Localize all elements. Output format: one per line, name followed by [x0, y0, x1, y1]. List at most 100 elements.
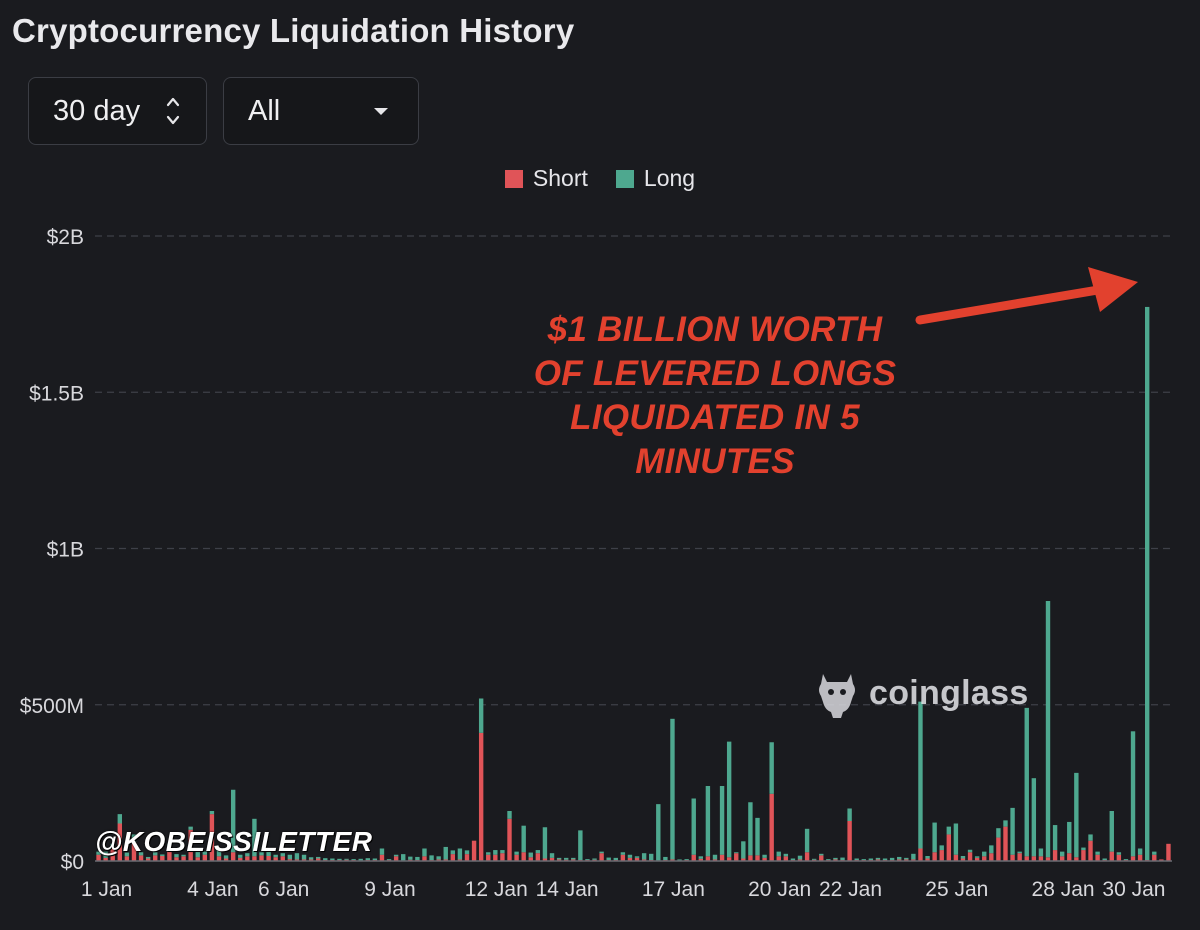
bar-long [1102, 858, 1107, 861]
y-tick-label: $0 [61, 851, 84, 874]
bar-long [946, 826, 952, 835]
bar-short [379, 854, 385, 861]
bar-long [783, 853, 789, 857]
bar-short [762, 857, 767, 861]
bar-short [1081, 850, 1086, 861]
bar-short [301, 859, 307, 861]
bar-short [1159, 859, 1164, 861]
bar-long [776, 851, 781, 857]
bar-long [974, 856, 980, 858]
bar-long [939, 845, 944, 851]
bar-long [1052, 825, 1058, 851]
bar-long [1116, 852, 1122, 855]
bar-long [507, 811, 512, 819]
bar-short [755, 855, 760, 861]
bar-long [592, 858, 597, 860]
bar-long [145, 856, 151, 859]
x-tick-label: 1 Jan [81, 878, 132, 901]
bar-long [911, 853, 916, 860]
page-title: Cryptocurrency Liquidation History [12, 12, 575, 49]
bar-short [918, 848, 923, 861]
bar-long [393, 854, 399, 857]
bar-short [153, 855, 158, 861]
bar-long [195, 851, 200, 858]
bar-long [1024, 707, 1029, 857]
bar-short [953, 854, 959, 861]
bar-short [245, 856, 250, 861]
bar-long [344, 858, 349, 860]
bar-long [528, 852, 533, 858]
bar-long [889, 857, 895, 861]
legend-item-short[interactable]: Short [504, 165, 588, 192]
updown-chevron-icon [166, 97, 180, 125]
bar-short [748, 855, 753, 861]
bar-short [549, 857, 555, 861]
bar-short [783, 856, 789, 861]
bar-long [103, 851, 108, 858]
legend-item-long[interactable]: Long [615, 165, 696, 192]
bar-short [741, 858, 746, 861]
long-swatch [615, 169, 634, 188]
bar-short [188, 829, 193, 861]
bar-long [649, 853, 654, 861]
bar-long [181, 854, 186, 857]
period-value: 30 day [53, 94, 141, 127]
bar-long [599, 851, 604, 854]
bar-long [670, 718, 675, 860]
bar-long [1059, 851, 1065, 857]
bar-long [280, 853, 285, 857]
x-tick-label: 4 Jan [187, 878, 238, 901]
bar-short [528, 857, 533, 861]
bar-short [308, 859, 314, 861]
bar-short [698, 858, 704, 861]
bar-short [259, 855, 264, 861]
bar-long [167, 843, 172, 847]
bar-long [478, 698, 484, 733]
bar-short [804, 852, 810, 861]
bar-short [819, 855, 824, 861]
bar-long [542, 827, 548, 859]
filter-dropdown[interactable]: All [223, 77, 419, 145]
bar-short [670, 859, 675, 861]
bar-short [571, 859, 576, 861]
bar-short [620, 854, 626, 861]
bar-short [542, 858, 548, 861]
x-tick-label: 20 Jan [748, 878, 811, 901]
bar-long [755, 817, 760, 856]
bar-long [953, 823, 959, 855]
bar-long [1130, 731, 1136, 857]
bar-short [1109, 851, 1114, 861]
bar-long [252, 818, 257, 857]
bar-long [571, 857, 576, 860]
bar-long [1074, 772, 1079, 858]
bar-long [585, 859, 590, 861]
bar-short [599, 853, 604, 861]
annotation-line: OF LEVERED LONGS [533, 354, 897, 393]
y-tick-label: $2B [47, 226, 84, 249]
bar-short [897, 859, 902, 861]
bar-long [230, 789, 236, 853]
bar-long [457, 848, 463, 860]
bar-long [656, 804, 661, 861]
bar-long [1045, 601, 1051, 858]
bar-long [634, 856, 640, 858]
bar-long [160, 854, 165, 856]
bar-short [1067, 853, 1072, 861]
bar-long [989, 845, 994, 854]
bar-long [351, 859, 356, 861]
x-tick-label: 28 Jan [1032, 878, 1095, 901]
legend-label-long: Long [643, 165, 696, 191]
bar-short [493, 854, 498, 861]
bar-short [393, 856, 399, 861]
short-swatch [504, 169, 523, 188]
bar-long [486, 852, 491, 855]
bar-short [110, 848, 115, 861]
bar-short [1137, 854, 1143, 861]
bar-long [620, 852, 626, 855]
bar-long [266, 848, 271, 856]
bar-short [847, 821, 852, 861]
bar-short [464, 854, 470, 861]
bar-short [486, 854, 491, 861]
bar-short [982, 856, 987, 861]
period-selector[interactable]: 30 day [28, 77, 207, 145]
